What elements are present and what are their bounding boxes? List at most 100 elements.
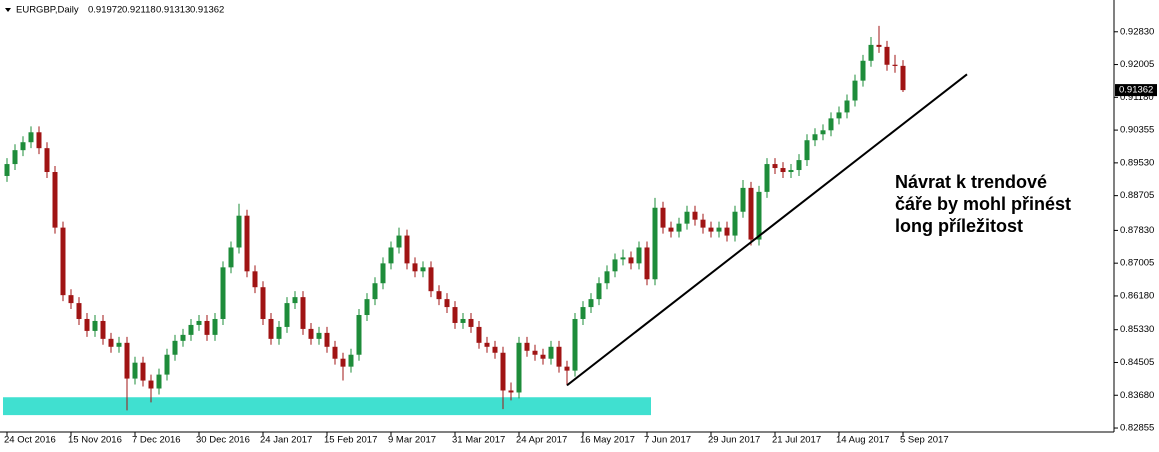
candle-body xyxy=(284,303,290,327)
candle-body xyxy=(468,318,474,327)
candle-body xyxy=(220,267,226,319)
candle-body xyxy=(324,332,330,347)
candle-body xyxy=(828,118,834,131)
candle-body xyxy=(500,352,506,391)
candle-body xyxy=(588,299,594,308)
candle-body xyxy=(68,295,74,304)
y-tick-label: 0.82855 xyxy=(1120,423,1154,434)
candle-body xyxy=(420,267,426,272)
candle-body xyxy=(404,235,410,264)
candle-body xyxy=(708,227,714,232)
candle-body xyxy=(164,354,170,375)
candle-body xyxy=(844,100,850,113)
candle-body xyxy=(156,374,162,389)
candle-body xyxy=(892,64,898,66)
x-tick-label: 29 Jun 2017 xyxy=(708,435,760,446)
candle-body xyxy=(580,307,586,319)
candle-body xyxy=(228,247,234,268)
candle-body xyxy=(820,130,826,135)
candle-body xyxy=(180,334,186,341)
x-tick-label: 7 Dec 2016 xyxy=(132,435,181,446)
candle-body xyxy=(756,191,762,240)
candle-body xyxy=(236,215,242,248)
candle-body xyxy=(700,219,706,228)
menu-triangle[interactable] xyxy=(5,8,11,12)
y-tick-label: 0.83680 xyxy=(1120,390,1154,401)
candle-body xyxy=(572,318,578,371)
candle-body xyxy=(868,44,874,61)
y-tick-label: 0.87005 xyxy=(1120,258,1154,269)
candle-body xyxy=(476,326,482,343)
candle-body xyxy=(516,342,522,393)
header-close: 0.91362 xyxy=(190,5,224,16)
candle-body xyxy=(116,342,122,347)
header-low: 0.91313 xyxy=(156,5,190,16)
x-tick-label: 21 Jul 2017 xyxy=(772,435,821,446)
candle-body xyxy=(748,187,754,240)
candle-body xyxy=(788,170,794,173)
candle-body xyxy=(796,160,802,171)
candle-body xyxy=(740,187,746,212)
candle-body xyxy=(244,215,250,272)
candle-body xyxy=(36,132,42,149)
candle-body xyxy=(380,263,386,284)
candle-body xyxy=(100,320,106,339)
y-tick-label: 0.92830 xyxy=(1120,26,1154,37)
candle-body xyxy=(212,318,218,335)
candle-body xyxy=(716,227,722,232)
support-zone xyxy=(3,397,651,416)
candle-body xyxy=(724,227,730,236)
candle-body xyxy=(12,150,18,165)
candle-body xyxy=(492,346,498,353)
x-tick-label: 24 Oct 2016 xyxy=(4,435,56,446)
candle-body xyxy=(852,80,858,101)
candle-body xyxy=(764,164,770,192)
x-tick-label: 30 Dec 2016 xyxy=(196,435,250,446)
candle-body xyxy=(268,318,274,339)
candle-body xyxy=(76,303,82,319)
y-tick-label: 0.85330 xyxy=(1120,324,1154,335)
header-open: 0.91972 xyxy=(88,5,122,16)
candle-body xyxy=(276,326,282,339)
candle-body xyxy=(348,354,354,367)
candle-body xyxy=(652,207,658,280)
y-tick-label: 0.89530 xyxy=(1120,157,1154,168)
y-tick-label: 0.88705 xyxy=(1120,190,1154,201)
candle-body xyxy=(660,207,666,228)
candle-body xyxy=(644,247,650,280)
candle-body xyxy=(836,112,842,119)
candle-body xyxy=(316,332,322,339)
candle-body xyxy=(620,257,626,260)
candle-body xyxy=(292,297,298,304)
annotation: long příležitost xyxy=(895,216,1023,236)
candle-body xyxy=(532,350,538,355)
candle-body xyxy=(732,211,738,236)
candle-body xyxy=(628,257,634,264)
candle-body xyxy=(484,342,490,347)
candle-body xyxy=(148,380,154,389)
candle-body xyxy=(4,164,10,176)
candle-body xyxy=(508,390,514,393)
candle-body xyxy=(540,354,546,359)
x-tick-label: 5 Sep 2017 xyxy=(900,435,949,446)
header-high: 0.92118 xyxy=(122,5,156,16)
candle-body xyxy=(60,227,66,296)
y-tick-label: 0.84505 xyxy=(1120,357,1154,368)
candle-body xyxy=(340,358,346,367)
candle-body xyxy=(52,172,58,228)
candle-body xyxy=(876,44,882,47)
x-tick-label: 14 Aug 2017 xyxy=(836,435,889,446)
candle-body xyxy=(460,318,466,323)
candle-body xyxy=(364,299,370,316)
y-tick-label: 0.91180 xyxy=(1120,92,1154,103)
candle-body xyxy=(356,315,362,355)
candle-body xyxy=(132,362,138,379)
candle-body xyxy=(444,299,450,308)
candle-body xyxy=(124,342,130,379)
candle-body xyxy=(412,263,418,272)
y-tick-label: 0.87830 xyxy=(1120,225,1154,236)
candle-body xyxy=(804,140,810,161)
x-tick-label: 31 Mar 2017 xyxy=(452,435,505,446)
